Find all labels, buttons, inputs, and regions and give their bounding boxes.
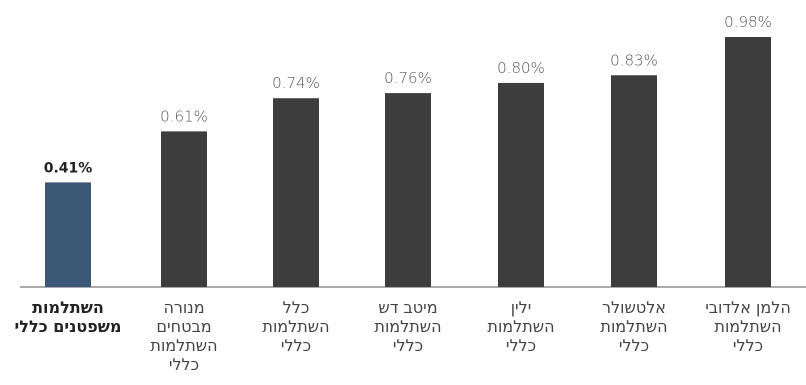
category-label: אלטשולר השתלמות כללי: [600, 298, 668, 355]
bar: [498, 82, 544, 287]
category-label: ילין השתלמות כללי: [487, 298, 555, 355]
value-label: 0.80%: [497, 59, 545, 77]
value-label: 0.76%: [384, 69, 432, 87]
bar: [273, 98, 319, 287]
category-label: הלמן אלדובי השתלמות כללי: [705, 298, 791, 355]
value-label: 0.41%: [44, 160, 93, 176]
value-label: 0.61%: [160, 107, 208, 125]
value-label: 0.98%: [724, 13, 772, 31]
bar: [161, 131, 207, 287]
category-label: מיטב דש השתלמות כללי: [374, 298, 442, 355]
bar: [45, 182, 91, 287]
value-label: 0.74%: [272, 74, 320, 92]
bar: [385, 93, 431, 287]
category-label: השתלמות משפטנים כללי: [14, 298, 122, 336]
value-label: 0.83%: [610, 51, 658, 69]
bar: [611, 75, 657, 287]
category-label: כלל השתלמות כללי: [262, 298, 330, 355]
category-label: מנורה מבטחים השתלמות כללי: [150, 298, 218, 374]
bar: [725, 37, 771, 287]
